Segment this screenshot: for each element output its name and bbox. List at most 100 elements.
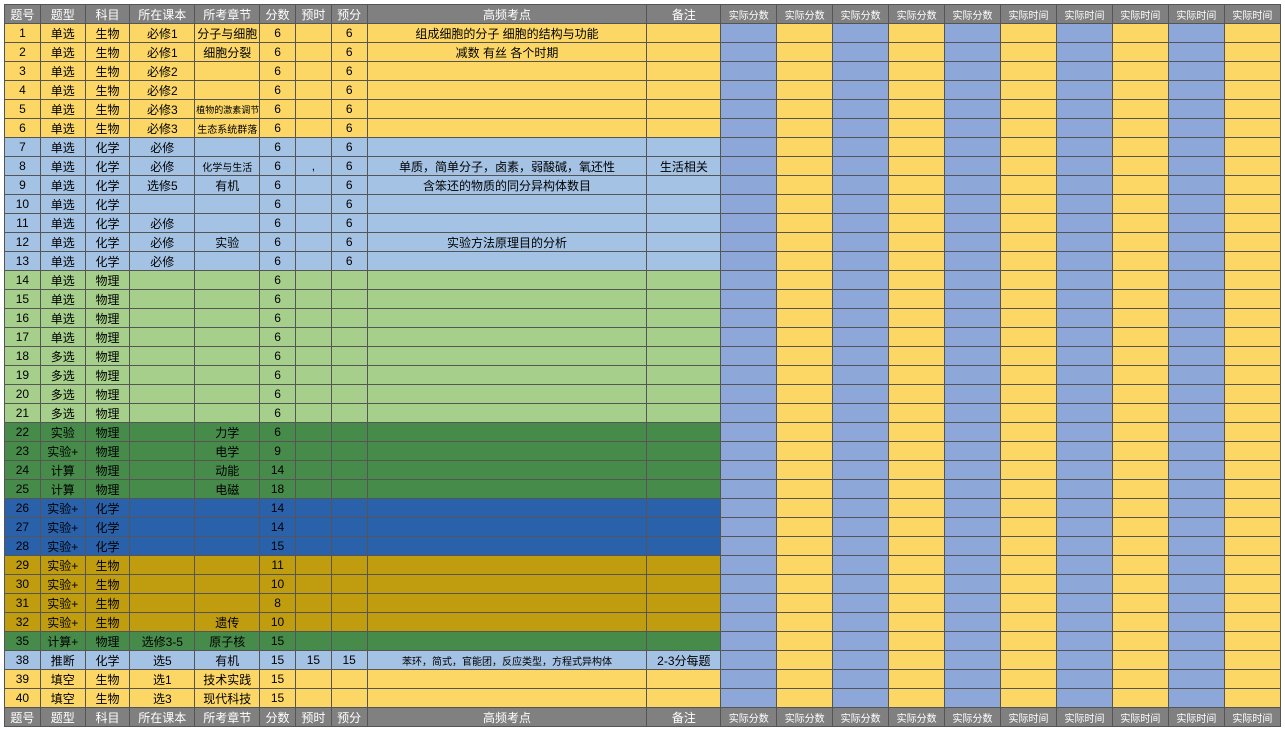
table-row: 39填空生物选1技术实践15 — [5, 670, 1281, 689]
cell — [195, 252, 260, 271]
cell — [647, 423, 721, 442]
cell: 化学 — [85, 214, 130, 233]
score-cell — [1056, 328, 1112, 347]
cell: 生物 — [85, 81, 130, 100]
cell: 单选 — [40, 214, 85, 233]
score-cell — [1056, 309, 1112, 328]
score-cell — [777, 689, 833, 708]
score-cell — [833, 24, 889, 43]
cell: 物理 — [85, 423, 130, 442]
cell: 2 — [5, 43, 41, 62]
score-cell — [1224, 670, 1280, 689]
score-cell — [833, 309, 889, 328]
score-cell — [1168, 138, 1224, 157]
score-cell — [1001, 423, 1057, 442]
score-cell — [1112, 119, 1168, 138]
cell: 技术实践 — [195, 670, 260, 689]
score-cell — [833, 499, 889, 518]
score-cell — [777, 556, 833, 575]
cell — [647, 385, 721, 404]
cell: 必修 — [130, 214, 195, 233]
cell — [331, 271, 367, 290]
score-cell — [1224, 309, 1280, 328]
score-cell — [777, 575, 833, 594]
score-cell — [1056, 461, 1112, 480]
cell — [195, 290, 260, 309]
score-cell — [833, 195, 889, 214]
cell: 物理 — [85, 385, 130, 404]
cell — [195, 366, 260, 385]
cell — [647, 499, 721, 518]
score-cell — [1112, 157, 1168, 176]
cell — [331, 689, 367, 708]
score-cell — [1056, 119, 1112, 138]
table-row: 10单选化学66 — [5, 195, 1281, 214]
score-cell — [1001, 670, 1057, 689]
score-cell — [777, 138, 833, 157]
score-cell — [833, 651, 889, 670]
cell: 3 — [5, 62, 41, 81]
table-row: 15单选物理6 — [5, 290, 1281, 309]
score-cell — [1056, 366, 1112, 385]
score-cell — [721, 518, 777, 537]
score-cell — [1224, 632, 1280, 651]
cell — [647, 556, 721, 575]
cell: 14 — [260, 518, 296, 537]
score-cell — [1112, 138, 1168, 157]
cell — [367, 556, 647, 575]
cell: 6 — [331, 81, 367, 100]
score-cell — [1001, 138, 1057, 157]
score-cell — [1224, 138, 1280, 157]
cell — [647, 613, 721, 632]
score-cell — [833, 347, 889, 366]
col-header: 预分 — [331, 5, 367, 24]
cell: 生物 — [85, 613, 130, 632]
cell: 生态系统群落 — [195, 119, 260, 138]
cell: 物理 — [85, 480, 130, 499]
col-header: 实际时间 — [1056, 708, 1112, 727]
score-cell — [833, 632, 889, 651]
cell — [331, 347, 367, 366]
cell: 35 — [5, 632, 41, 651]
score-cell — [1056, 43, 1112, 62]
score-cell — [1112, 43, 1168, 62]
cell: 1 — [5, 24, 41, 43]
cell: 计算+ — [40, 632, 85, 651]
score-cell — [1056, 613, 1112, 632]
score-cell — [833, 176, 889, 195]
score-cell — [1224, 423, 1280, 442]
cell: 6 — [260, 328, 296, 347]
score-cell — [1056, 195, 1112, 214]
score-cell — [1168, 613, 1224, 632]
table-row: 3单选生物必修266 — [5, 62, 1281, 81]
table-row: 20多选物理6 — [5, 385, 1281, 404]
cell — [647, 404, 721, 423]
score-cell — [777, 214, 833, 233]
score-cell — [945, 138, 1001, 157]
score-cell — [1168, 43, 1224, 62]
cell — [367, 100, 647, 119]
cell: 实验+ — [40, 594, 85, 613]
cell: 40 — [5, 689, 41, 708]
score-cell — [1001, 366, 1057, 385]
cell — [647, 594, 721, 613]
score-cell — [889, 24, 945, 43]
score-cell — [945, 233, 1001, 252]
score-cell — [1112, 689, 1168, 708]
score-cell — [721, 138, 777, 157]
cell: 单选 — [40, 157, 85, 176]
cell: 物理 — [85, 442, 130, 461]
col-header: 备注 — [647, 708, 721, 727]
col-header: 高频考点 — [367, 708, 647, 727]
score-cell — [777, 271, 833, 290]
cell — [647, 62, 721, 81]
score-cell — [1001, 556, 1057, 575]
score-cell — [721, 499, 777, 518]
cell — [295, 43, 331, 62]
score-cell — [1001, 271, 1057, 290]
cell: 6 — [260, 290, 296, 309]
cell — [647, 442, 721, 461]
cell — [331, 366, 367, 385]
score-cell — [721, 252, 777, 271]
cell: 12 — [5, 233, 41, 252]
